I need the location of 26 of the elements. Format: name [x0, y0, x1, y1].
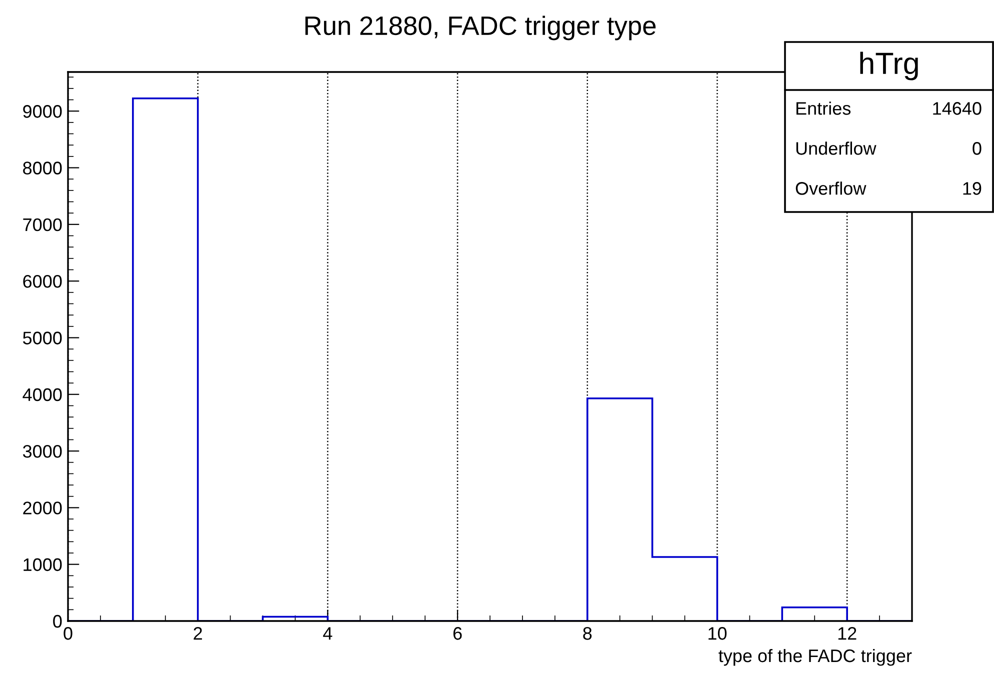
y-tick-label: 7000 [23, 218, 62, 232]
text: 19 [963, 182, 982, 195]
y-tick-label: 0 [53, 614, 62, 628]
x-tick-label: 12 [838, 627, 856, 640]
x-tick-label: 10 [708, 627, 727, 640]
y-tick-label: 6000 [23, 274, 62, 288]
x-tick-label: 4 [323, 627, 332, 640]
x-axis-title: type of the FADC trigger [718, 648, 912, 666]
annotation: Underflow [796, 142, 876, 155]
text: 0 [972, 142, 982, 155]
y-tick-label: 4000 [22, 388, 62, 402]
x-tick-label: 0 [64, 627, 72, 640]
annotation: Overflow [796, 182, 866, 195]
chart-title: Run 21880, FADC trigger type [305, 16, 656, 40]
y-tick-label: 5000 [23, 332, 62, 344]
y-tick-label: 3000 [22, 444, 62, 458]
annotation: Entries [796, 102, 851, 115]
text: 14640 [933, 102, 982, 115]
x-tick-label: 6 [453, 627, 462, 640]
x-tick-label: 8 [583, 627, 592, 640]
y-tick-label: 8000 [23, 162, 62, 174]
y-tick-label: 1000 [24, 558, 62, 572]
y-tick-label: 2000 [23, 502, 62, 514]
y-tick-label: 9000 [23, 105, 62, 118]
annotation: hTrg [860, 52, 918, 80]
x-tick-label: 2 [194, 627, 202, 640]
